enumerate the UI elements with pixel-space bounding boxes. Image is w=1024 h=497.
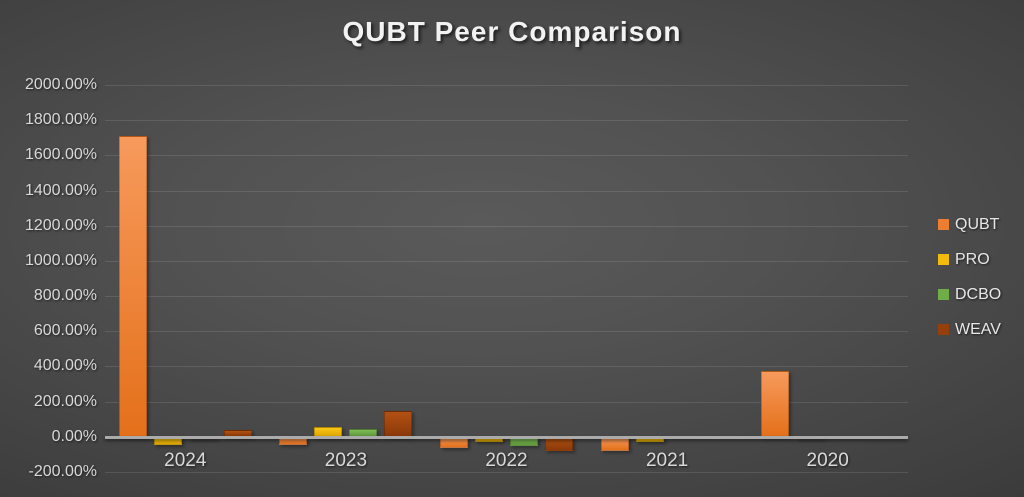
- legend-label: PRO: [955, 250, 990, 268]
- gridline: [105, 260, 908, 262]
- gridline: [105, 366, 908, 368]
- gridline: [105, 472, 908, 473]
- gridline: [105, 85, 908, 86]
- y-tick-label: 2000.00%: [24, 76, 97, 93]
- y-tick-label: 1000.00%: [24, 251, 97, 269]
- gridline: [105, 120, 908, 122]
- y-tick-label: 600.00%: [33, 322, 97, 340]
- bar-qubt-2020: [761, 370, 790, 437]
- plot-area: 2024 2023 2022 2021 2020: [105, 85, 908, 473]
- legend-swatch: [938, 289, 949, 300]
- y-tick-label: 400.00%: [33, 357, 97, 375]
- y-tick-label: 0.00%: [51, 427, 97, 445]
- y-tick-label: -200.00%: [28, 463, 98, 480]
- category-label: 2024: [164, 449, 207, 471]
- y-tick-label: 1200.00%: [24, 216, 97, 234]
- y-axis: 2000.00% 1800.00% 1600.00% 1400.00% 1200.00%…: [0, 76, 97, 480]
- legend-label: WEAV: [955, 320, 1001, 338]
- bar-weav-2022: [545, 436, 573, 451]
- y-tick-label: 1800.00%: [24, 111, 97, 129]
- category-label: 2022: [485, 449, 528, 471]
- legend-label: DCBO: [955, 285, 1002, 303]
- chart-title: QUBT Peer Comparison: [342, 16, 682, 47]
- legend-swatch: [938, 219, 949, 230]
- gridline: [105, 401, 908, 403]
- y-tick-label: 800.00%: [33, 287, 97, 305]
- gridline: [105, 155, 908, 157]
- bar-qubt-2021: [600, 436, 629, 451]
- y-tick-label: 1400.00%: [24, 181, 97, 199]
- gridline: [105, 296, 908, 298]
- legend-swatch: [938, 254, 949, 265]
- legend-label: QUBT: [955, 215, 1000, 233]
- legend-item-weav: WEAV: [938, 319, 1001, 340]
- zero-axis-line: [105, 435, 908, 439]
- bar-qubt-2024: [118, 136, 147, 437]
- category-label: 2020: [806, 449, 849, 471]
- legend: QUBT PRO DCBO WEAV: [938, 214, 1001, 340]
- category-label: 2021: [645, 449, 689, 471]
- category-label: 2023: [324, 449, 368, 471]
- legend-item-dcbo: DCBO: [938, 284, 1001, 305]
- gridline: [105, 190, 908, 192]
- y-tick-label: 1600.00%: [24, 146, 97, 164]
- legend-item-qubt: QUBT: [938, 214, 1001, 235]
- bar-weav-2023: [384, 411, 413, 437]
- gridline: [105, 225, 908, 227]
- y-tick-label: 200.00%: [33, 392, 97, 410]
- legend-item-pro: PRO: [938, 249, 1001, 270]
- legend-swatch: [938, 324, 949, 335]
- gridline: [105, 331, 908, 333]
